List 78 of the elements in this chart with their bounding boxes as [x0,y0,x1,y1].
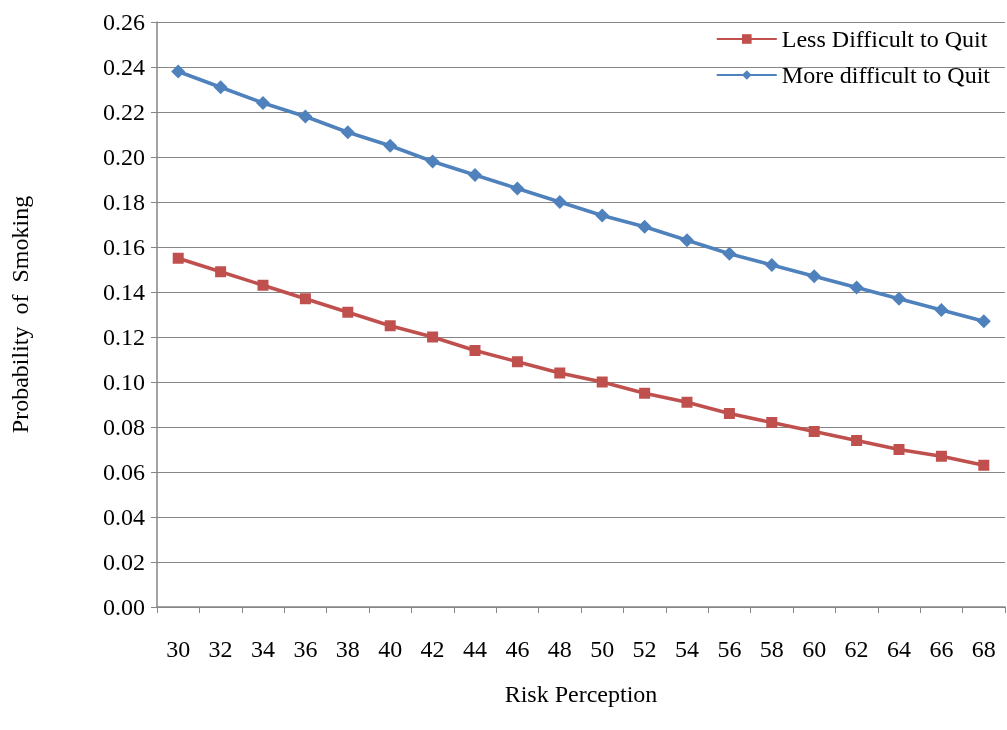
y-tick-label: 0.14 [103,279,145,305]
x-tick-label: 44 [463,636,487,662]
point [723,408,735,419]
x-tick-label: 68 [971,636,996,662]
y-tick-label: 0.02 [103,549,145,575]
y-tick-label: 0.26 [103,9,145,35]
y-axis-title: Probability of Smoking [7,195,33,434]
x-tick-label: 48 [547,636,572,662]
x-tick-label: 30 [166,636,191,662]
point [681,396,693,408]
point [722,246,737,261]
y-tick-label: 0.20 [103,144,145,170]
x-tick-label: 64 [887,636,911,662]
point [639,387,651,399]
point [213,80,228,95]
point [849,280,864,295]
x-tick-label: 36 [293,636,318,662]
point [596,376,608,388]
x-tick-label: 46 [505,636,530,662]
x-tick-label: 54 [675,636,699,662]
x-tick-label: 38 [335,636,360,662]
point [257,279,269,291]
point [893,444,905,455]
point [425,154,440,169]
x-tick-label: 42 [420,636,445,662]
x-tick-label: 32 [208,636,233,662]
point [510,181,525,196]
point [172,252,184,264]
point [808,426,820,437]
point [554,367,566,379]
y-tick-label: 0.24 [103,54,145,80]
point [427,331,439,343]
y-tick-label: 0.16 [103,234,145,260]
point [595,208,610,223]
x-tick-label: 62 [844,636,869,662]
point [851,435,863,446]
x-tick-label: 50 [590,636,615,662]
y-tick-label: 0.08 [103,414,145,440]
point [215,266,227,278]
point [764,258,779,272]
point [680,233,694,248]
y-tick-label: 0.06 [103,459,145,485]
point [340,125,355,140]
point [469,345,481,356]
point [934,303,949,317]
x-tick-label: 40 [378,636,403,662]
point [171,64,186,79]
point [342,306,354,318]
point [468,168,482,182]
x-tick-label: 66 [929,636,954,662]
y-tick-label: 0.12 [103,324,145,350]
point [892,291,906,306]
x-tick-label: 60 [802,636,827,662]
point [766,417,778,428]
x-tick-label: 58 [759,636,784,662]
y-tick-label: 0.00 [103,594,145,620]
point [256,96,270,110]
point [511,356,523,368]
x-tick-label: 56 [717,636,742,662]
point [807,269,822,284]
y-tick-label: 0.10 [103,369,145,395]
point [978,459,990,471]
point [976,314,991,329]
point [935,450,947,462]
point [552,195,567,209]
point [383,138,398,153]
y-tick-label: 0.18 [103,189,145,215]
legend-label: Less Difficult to Quit [781,26,988,52]
point [637,219,652,234]
x-tick-label: 34 [251,636,275,662]
x-axis-title: Risk Perception [504,681,658,707]
point [384,320,396,332]
point [299,293,311,305]
legend-label: More difficult to Quit [781,62,991,88]
point [298,109,313,124]
x-tick-label: 52 [632,636,657,662]
y-tick-label: 0.04 [103,504,145,530]
y-tick-label: 0.22 [103,99,145,125]
